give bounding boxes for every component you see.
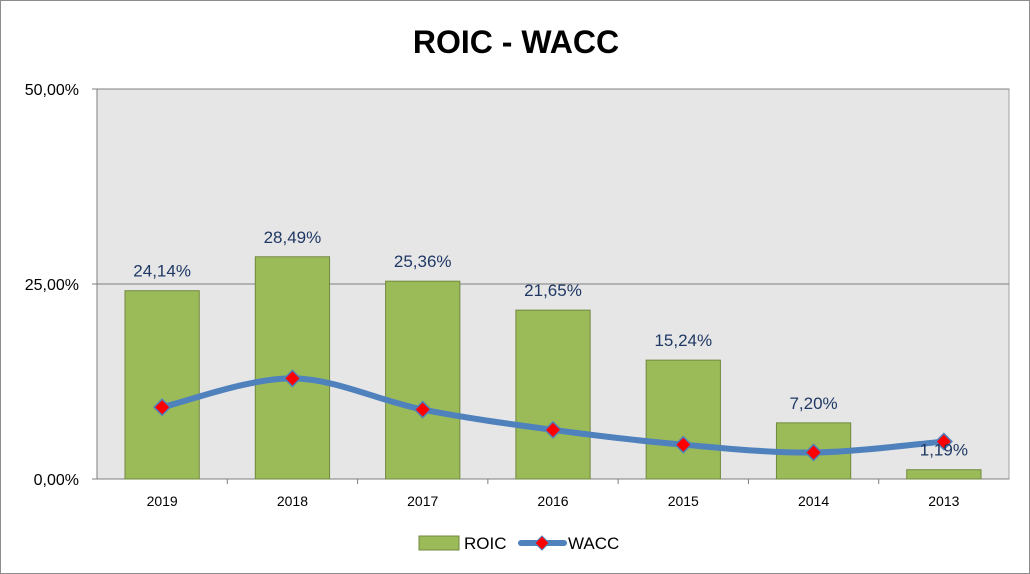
legend-roic-swatch: [418, 535, 460, 551]
roic-data-label: 7,20%: [789, 394, 837, 413]
x-tick-label: 2017: [407, 493, 438, 509]
roic-data-label: 24,14%: [133, 262, 191, 281]
roic-bar: [906, 469, 982, 480]
roic-bar: [254, 256, 331, 480]
roic-data-label: 1,19%: [920, 441, 968, 460]
roic-data-label: 25,36%: [394, 252, 452, 271]
wacc-marker: [283, 369, 302, 388]
roic-data-label: 21,65%: [524, 281, 582, 300]
roic-bar: [385, 280, 461, 480]
legend-wacc-label: WACC: [568, 534, 619, 553]
x-tick-label: 2018: [277, 493, 308, 509]
legend: ROIC WACC: [418, 534, 619, 553]
legend-roic-label: ROIC: [464, 534, 507, 553]
roic-bar: [124, 290, 200, 480]
roic-bars: [124, 256, 982, 480]
y-tick-label: 50,00%: [25, 82, 79, 99]
x-tick-label: 2014: [798, 493, 829, 509]
roic-data-label: 28,49%: [264, 228, 322, 247]
roic-bar: [645, 359, 721, 480]
chart-title: ROIC - WACC: [413, 24, 619, 60]
wacc-line-layer: 24,14% 28,49% 25,36% 21,65% 15,24% 7,20% 1,19%: [133, 228, 968, 462]
wacc-marker: [413, 400, 432, 419]
x-tick-label: 2019: [147, 493, 178, 509]
legend-wacc-marker: [534, 535, 550, 551]
x-axis-ticks: 2019 2018 2017 2016 2015 2014 2013: [147, 479, 960, 509]
wacc-marker: [153, 398, 172, 417]
roic-bar: [515, 309, 591, 480]
y-axis-ticks: 0,00% 25,00% 50,00%: [25, 82, 97, 489]
wacc-marker: [543, 420, 563, 439]
y-tick-label: 0,00%: [34, 472, 79, 489]
x-tick-label: 2015: [668, 493, 699, 509]
wacc-marker: [674, 435, 693, 454]
roic-data-label: 15,24%: [654, 331, 712, 350]
x-tick-label: 2016: [537, 493, 568, 509]
wacc-marker: [934, 432, 953, 451]
wacc-marker: [804, 443, 823, 462]
y-tick-label: 25,00%: [25, 277, 79, 294]
x-tick-label: 2013: [928, 493, 959, 509]
